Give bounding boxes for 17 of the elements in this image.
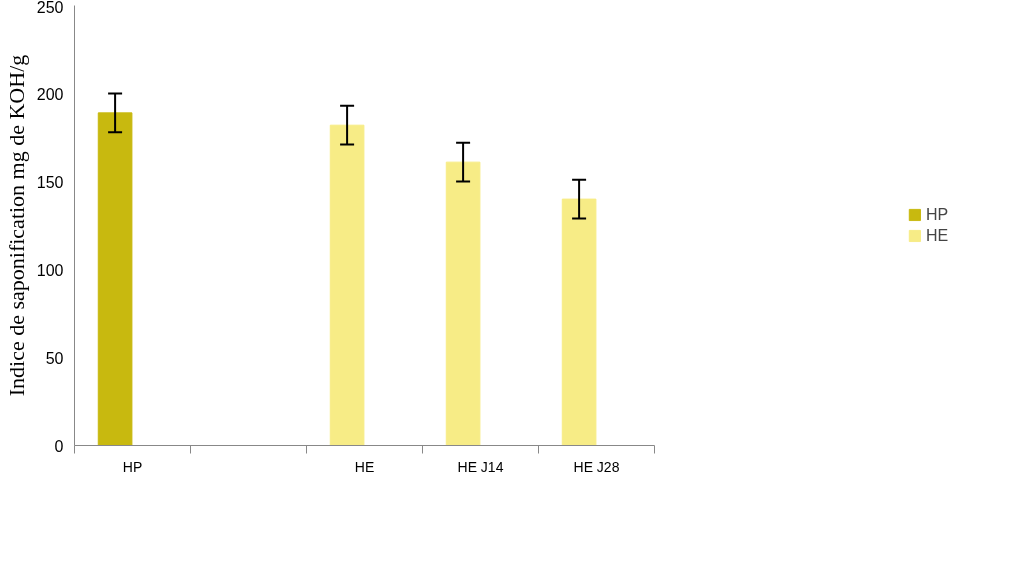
bar bbox=[561, 198, 597, 446]
legend-label: HP bbox=[925, 205, 949, 224]
bar bbox=[445, 161, 481, 446]
bar bbox=[329, 124, 365, 446]
x-tick-label: HE J14 bbox=[457, 458, 504, 475]
y-tick-label: 50 bbox=[45, 349, 64, 367]
y-axis-title: Indice de saponification mg de KOH/g bbox=[3, 54, 29, 397]
bar bbox=[97, 112, 133, 446]
y-tick-label: 250 bbox=[36, 0, 64, 16]
y-tick-label: 150 bbox=[36, 173, 64, 191]
y-tick-label: 200 bbox=[36, 85, 64, 103]
y-tick-label: 100 bbox=[36, 261, 64, 279]
legend-label: HE bbox=[925, 226, 949, 245]
x-tick-label: HE J28 bbox=[573, 458, 620, 475]
x-tick-label: HE bbox=[354, 458, 375, 475]
y-tick-label: 0 bbox=[54, 437, 64, 455]
x-tick-label: HP bbox=[122, 458, 143, 475]
